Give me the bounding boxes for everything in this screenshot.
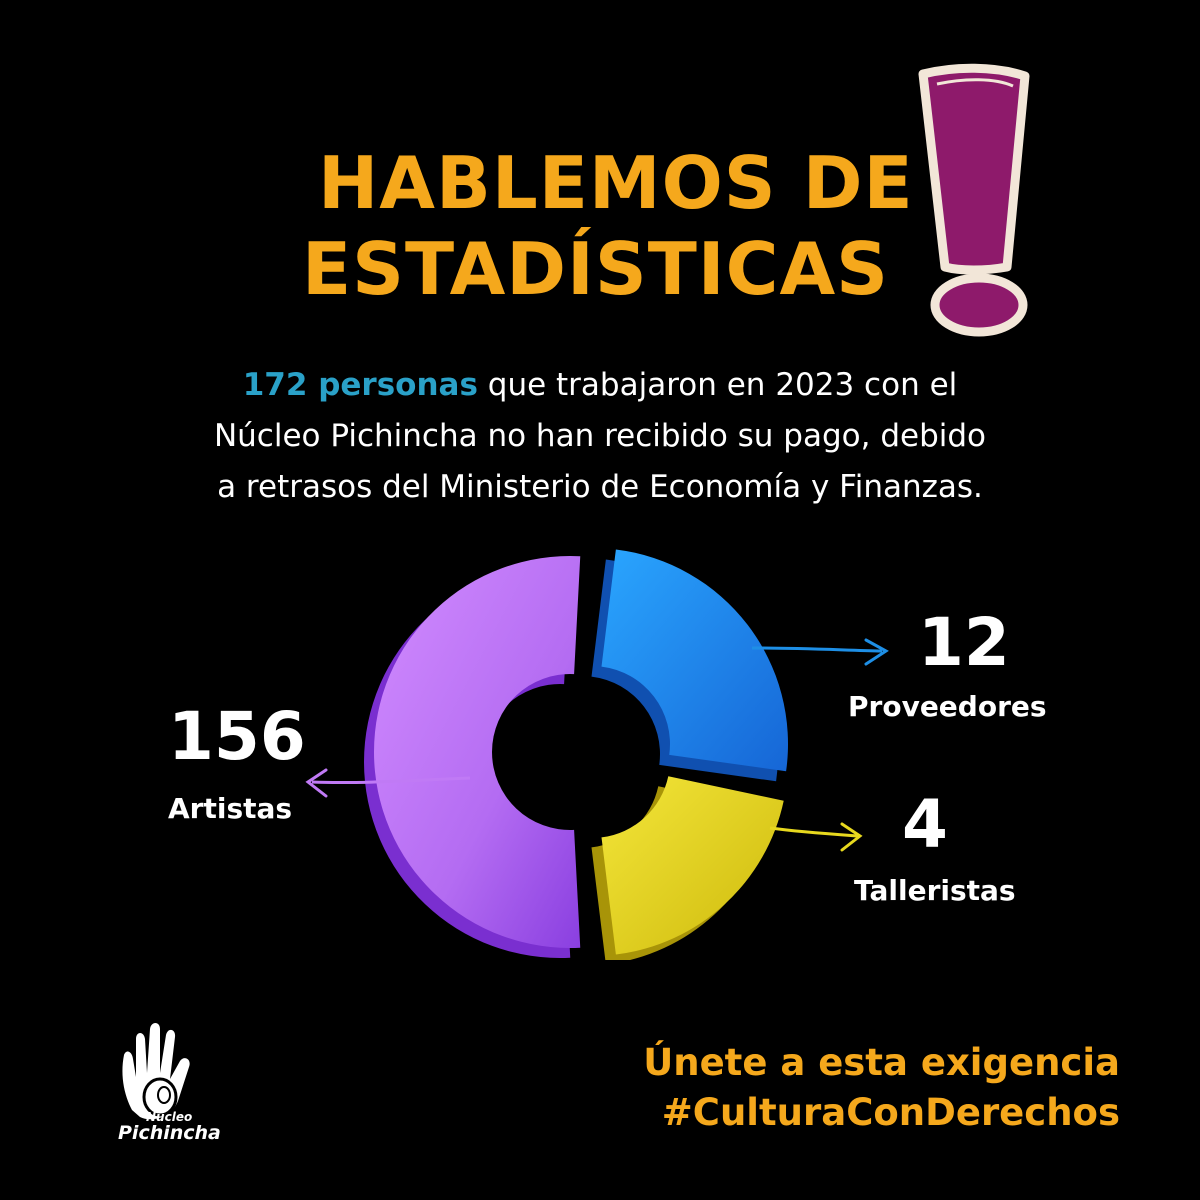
hand-icon — [122, 1023, 190, 1120]
title-line-2: ESTADÍSTICAS — [302, 227, 890, 311]
title-line-1: HABLEMOS DE — [318, 141, 914, 225]
intro-highlight: 172 personas — [242, 367, 478, 403]
exclamation-icon — [918, 63, 1030, 337]
talleristas-value: 4 — [902, 786, 948, 863]
intro-line-1-rest: que trabajaron en 2023 con el — [477, 367, 958, 403]
proveedores-label: Proveedores — [848, 690, 1047, 723]
proveedores-arrow — [751, 638, 889, 666]
artistas-arrow — [305, 768, 471, 798]
page-title: HABLEMOS DE ESTADÍSTICAS — [0, 140, 1200, 312]
intro-line-1: 172 personas que trabajaron en 2023 con … — [0, 360, 1200, 411]
call-to-action: Únete a esta exigencia #CulturaConDerech… — [600, 1038, 1120, 1138]
artistas-value: 156 — [168, 698, 306, 775]
donut-chart — [305, 549, 889, 960]
slice-talleristas — [601, 776, 784, 955]
logo-line-2: Pichincha — [118, 1122, 221, 1144]
slice-artistas — [374, 556, 581, 949]
cta-hashtag: #CulturaConDerechos — [661, 1091, 1120, 1134]
artistas-label: Artistas — [168, 792, 293, 825]
intro-line-2: Núcleo Pichincha no han recibido su pago… — [213, 418, 987, 454]
cta-line-1: Únete a esta exigencia — [643, 1041, 1120, 1084]
talleristas-label: Talleristas — [854, 874, 1016, 907]
proveedores-value: 12 — [918, 604, 1010, 681]
logo-line-1: Núcleo — [146, 1110, 193, 1124]
intro-line-3: a retrasos del Ministerio de Economía y … — [217, 469, 983, 505]
talleristas-arrow — [769, 822, 863, 852]
slice-proveedores — [601, 549, 788, 772]
intro-paragraph: 172 personas que trabajaron en 2023 con … — [0, 360, 1200, 513]
